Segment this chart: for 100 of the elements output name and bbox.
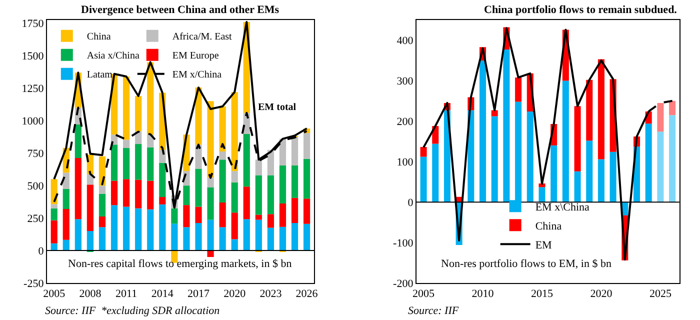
bar xyxy=(657,102,664,132)
bar xyxy=(207,220,214,251)
bar xyxy=(538,187,546,202)
legend-label: China xyxy=(86,32,112,43)
y-tick-label: 1250 xyxy=(22,83,44,96)
bar xyxy=(195,223,202,251)
bar xyxy=(291,198,298,223)
bar xyxy=(243,134,250,187)
y-tick-label: 0 xyxy=(38,245,44,258)
bar xyxy=(669,115,676,202)
bar xyxy=(279,204,286,227)
x-tick-label: 2008 xyxy=(79,288,102,300)
bar xyxy=(574,106,581,172)
bar xyxy=(420,156,427,202)
bar xyxy=(291,223,298,251)
y-tick-label: 250 xyxy=(27,212,44,225)
bar xyxy=(74,158,82,220)
bar xyxy=(291,136,298,166)
bar xyxy=(255,220,262,251)
bar xyxy=(303,132,310,159)
y-tick-label: -250 xyxy=(24,278,44,290)
bar xyxy=(420,147,427,157)
bar xyxy=(147,147,154,181)
y-tick-label: 0 xyxy=(408,196,414,209)
bar xyxy=(135,96,142,132)
annotation: Non-res portfolio flows to EM, in $ bn xyxy=(441,258,612,270)
bar xyxy=(195,144,202,169)
annotation: Non-res capital flows to emerging markets, in $ bn xyxy=(68,258,292,270)
bar xyxy=(159,162,166,198)
bar xyxy=(62,172,70,189)
bar xyxy=(86,231,94,251)
bar xyxy=(207,178,214,188)
x-tick-label: 2014 xyxy=(151,288,174,300)
y-tick-label: 300 xyxy=(396,76,414,88)
bar xyxy=(123,76,130,140)
bar xyxy=(243,219,250,251)
bar xyxy=(74,124,82,158)
legend-label: EM xyxy=(535,239,552,252)
bar xyxy=(231,239,238,251)
legend-label: Africa/M. East xyxy=(172,32,232,43)
bar xyxy=(50,204,58,208)
bar xyxy=(98,216,106,228)
bar xyxy=(515,77,522,102)
y-tick-label: 750 xyxy=(27,148,44,160)
bar xyxy=(110,205,118,251)
legend-label: EM x\China xyxy=(535,201,590,214)
bar xyxy=(255,160,262,176)
bar xyxy=(110,180,118,206)
bar xyxy=(279,226,286,251)
bar xyxy=(669,100,676,116)
bar xyxy=(62,208,70,240)
bar xyxy=(231,92,238,172)
y-tick-label: 400 xyxy=(396,35,414,48)
source-note: Source: IIF *excluding SDR allocation xyxy=(45,305,220,317)
y-tick-label: -200 xyxy=(393,278,414,290)
bar xyxy=(195,168,202,207)
bar xyxy=(279,138,286,166)
x-tick-label: 2017 xyxy=(188,288,210,300)
x-tick-label: 2025 xyxy=(649,288,672,300)
legend-label: Asia x/China xyxy=(86,50,140,62)
bar xyxy=(110,144,118,181)
bar xyxy=(610,152,616,202)
y-tick-label: 100 xyxy=(396,156,414,168)
bar xyxy=(279,165,286,204)
bar xyxy=(468,110,474,202)
x-tick-label: 2010 xyxy=(472,288,494,300)
bar xyxy=(267,175,274,214)
bar xyxy=(123,148,130,180)
bar xyxy=(243,186,250,220)
x-tick-label: 2023 xyxy=(260,288,282,300)
bar xyxy=(491,116,498,202)
bar xyxy=(135,208,142,251)
bar xyxy=(303,224,310,251)
bar xyxy=(303,198,310,224)
bar xyxy=(231,212,238,240)
bar xyxy=(207,250,214,258)
bar xyxy=(171,208,178,224)
bar xyxy=(98,227,106,251)
bar xyxy=(526,111,534,202)
x-tick-label: 2005 xyxy=(412,288,436,300)
bar xyxy=(183,227,190,251)
y-tick-label: 1000 xyxy=(22,116,44,128)
bar xyxy=(123,179,130,207)
bar xyxy=(159,204,166,251)
bar xyxy=(231,182,238,213)
x-tick-label: 2020 xyxy=(224,288,246,300)
bar xyxy=(62,188,70,209)
y-tick-label: 1750 xyxy=(22,18,44,30)
chart-title: China portfolio flows to remain subdued. xyxy=(484,4,678,16)
bar xyxy=(50,208,58,220)
bar xyxy=(123,206,130,251)
bar xyxy=(219,202,226,228)
y-tick-label: 500 xyxy=(27,180,44,192)
bar xyxy=(657,132,664,202)
legend-label: China xyxy=(535,220,562,232)
y-tick-label: 1500 xyxy=(22,50,44,63)
x-tick-label: 2011 xyxy=(116,288,138,300)
x-tick-label: 2020 xyxy=(590,288,613,300)
bar xyxy=(86,184,94,232)
bar xyxy=(562,80,569,202)
